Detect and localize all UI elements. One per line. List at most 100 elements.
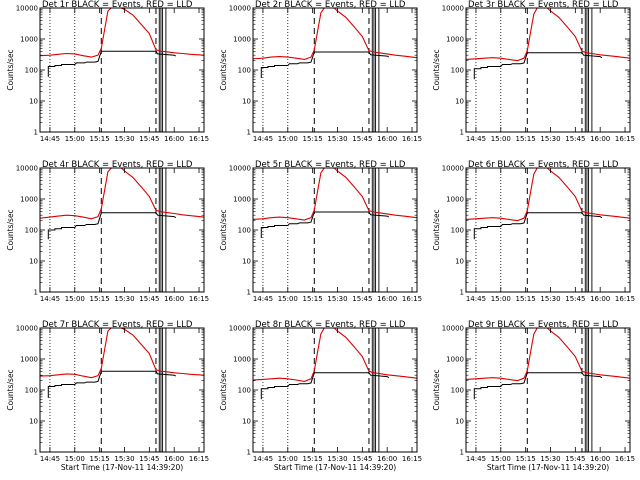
x-tick-label: 16:15 — [402, 135, 422, 143]
y-tick-label: 10 — [455, 98, 464, 106]
y-tick-label: 100 — [25, 67, 38, 75]
x-tick-label: 15:45 — [565, 295, 585, 303]
x-tick-label: 15:45 — [352, 135, 372, 143]
x-tick-label: 15:00 — [278, 295, 298, 303]
y-tick-label: 1000 — [20, 196, 38, 204]
panel-6: Det 6r BLACK = Events, RED = LLD 1 10 100 10… — [432, 160, 635, 303]
y-tick-label: 100 — [238, 387, 251, 395]
y-tick-label: 100 — [25, 227, 38, 235]
x-tick-label: 16:15 — [402, 455, 422, 463]
series-red-line — [253, 168, 417, 221]
plot-frame — [252, 327, 418, 453]
series-red-line — [466, 328, 630, 382]
plot-frame — [39, 7, 205, 133]
series-black-line — [47, 370, 177, 398]
series-red-line — [466, 168, 630, 222]
x-tick-label: 15:00 — [278, 455, 298, 463]
series-red-line — [253, 328, 417, 382]
y-tick-label: 10 — [242, 258, 251, 266]
plot-frame — [39, 167, 205, 293]
plot-frame — [39, 327, 205, 453]
x-tick-label: 15:45 — [565, 455, 585, 463]
y-tick-label: 100 — [451, 387, 464, 395]
panel-4: Det 4r BLACK = Events, RED = LLD 1 10 100 10… — [6, 160, 209, 303]
panel-title: Det 8r BLACK = Events, RED = LLD — [255, 320, 406, 330]
y-tick-label: 10000 — [442, 5, 464, 13]
y-tick-label: 10 — [242, 418, 251, 426]
y-axis-label: Counts/sec — [432, 49, 441, 90]
x-tick-label: 15:00 — [491, 455, 511, 463]
y-tick-label: 1 — [34, 289, 38, 297]
plot-frame — [252, 7, 418, 133]
y-tick-label: 100 — [451, 67, 464, 75]
panel-3: Det 3r BLACK = Events, RED = LLD 1 10 100 10… — [432, 0, 635, 143]
x-tick-label: 15:15 — [90, 295, 110, 303]
y-tick-label: 1 — [460, 289, 464, 297]
panel-7: Det 7r BLACK = Events, RED = LLD 1 10 100 10… — [6, 320, 209, 472]
y-axis-label: Counts/sec — [6, 49, 15, 90]
y-tick-label: 1 — [247, 129, 251, 137]
x-tick-label: 15:00 — [278, 135, 298, 143]
x-axis-label: Start Time (17-Nov-11 14:39:20) — [61, 463, 183, 472]
panel-title: Det 3r BLACK = Events, RED = LLD — [468, 0, 619, 10]
series-red-line — [40, 168, 204, 220]
y-tick-label: 10 — [455, 418, 464, 426]
y-tick-label: 10 — [29, 258, 38, 266]
x-tick-label: 15:15 — [516, 135, 536, 143]
x-tick-label: 16:00 — [164, 135, 184, 143]
x-tick-label: 16:15 — [189, 455, 209, 463]
y-axis-label: Counts/sec — [432, 369, 441, 410]
x-tick-label: 15:00 — [491, 135, 511, 143]
x-tick-label: 15:15 — [303, 455, 323, 463]
y-tick-label: 1000 — [20, 356, 38, 364]
x-axis-label: Start Time (17-Nov-11 14:39:20) — [274, 463, 396, 472]
x-tick-label: 15:45 — [139, 295, 159, 303]
panel-title: Det 9r BLACK = Events, RED = LLD — [468, 320, 619, 330]
plot-frame — [465, 7, 631, 133]
x-tick-label: 15:30 — [540, 135, 560, 143]
y-tick-label: 1 — [460, 129, 464, 137]
y-tick-label: 1000 — [446, 36, 464, 44]
x-tick-label: 15:15 — [303, 135, 323, 143]
y-tick-label: 10 — [242, 98, 251, 106]
x-tick-label: 15:30 — [540, 455, 560, 463]
y-axis-label: Counts/sec — [219, 209, 228, 250]
plot-frame — [252, 167, 418, 293]
x-tick-label: 14:45 — [40, 455, 60, 463]
y-tick-label: 1000 — [20, 36, 38, 44]
y-tick-label: 1 — [34, 449, 38, 457]
panel-2: Det 2r BLACK = Events, RED = LLD 1 10 100 10… — [219, 0, 422, 143]
y-tick-label: 10000 — [229, 325, 251, 333]
x-tick-label: 15:30 — [540, 295, 560, 303]
y-tick-label: 10000 — [16, 5, 38, 13]
x-tick-label: 15:45 — [352, 295, 372, 303]
x-tick-label: 14:45 — [466, 135, 486, 143]
x-tick-label: 15:45 — [139, 455, 159, 463]
x-tick-label: 15:30 — [114, 295, 134, 303]
panel-title: Det 2r BLACK = Events, RED = LLD — [255, 0, 406, 10]
x-tick-label: 15:15 — [90, 455, 110, 463]
x-tick-label: 16:00 — [377, 455, 397, 463]
x-tick-label: 15:30 — [327, 295, 347, 303]
panel-1: Det 1r BLACK = Events, RED = LLD 1 10 100 10… — [6, 0, 209, 143]
series-black-line — [47, 50, 177, 77]
x-axis-label: Start Time (17-Nov-11 14:39:20) — [487, 463, 609, 472]
y-tick-label: 1000 — [233, 36, 251, 44]
x-tick-label: 15:00 — [65, 135, 85, 143]
x-tick-label: 16:15 — [402, 295, 422, 303]
y-tick-label: 10000 — [442, 325, 464, 333]
x-tick-label: 16:00 — [377, 135, 397, 143]
x-tick-label: 15:30 — [114, 455, 134, 463]
x-tick-label: 16:15 — [615, 455, 635, 463]
x-tick-label: 15:00 — [65, 455, 85, 463]
y-tick-label: 1000 — [233, 196, 251, 204]
x-tick-label: 14:45 — [466, 295, 486, 303]
x-tick-label: 15:45 — [139, 135, 159, 143]
x-tick-label: 15:45 — [352, 455, 372, 463]
y-tick-label: 1 — [247, 289, 251, 297]
x-tick-label: 15:45 — [565, 135, 585, 143]
x-tick-label: 16:00 — [377, 295, 397, 303]
plot-frame — [465, 327, 631, 453]
y-tick-label: 10000 — [442, 165, 464, 173]
